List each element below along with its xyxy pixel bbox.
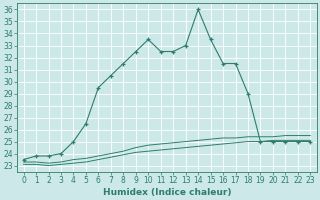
X-axis label: Humidex (Indice chaleur): Humidex (Indice chaleur) (103, 188, 231, 197)
